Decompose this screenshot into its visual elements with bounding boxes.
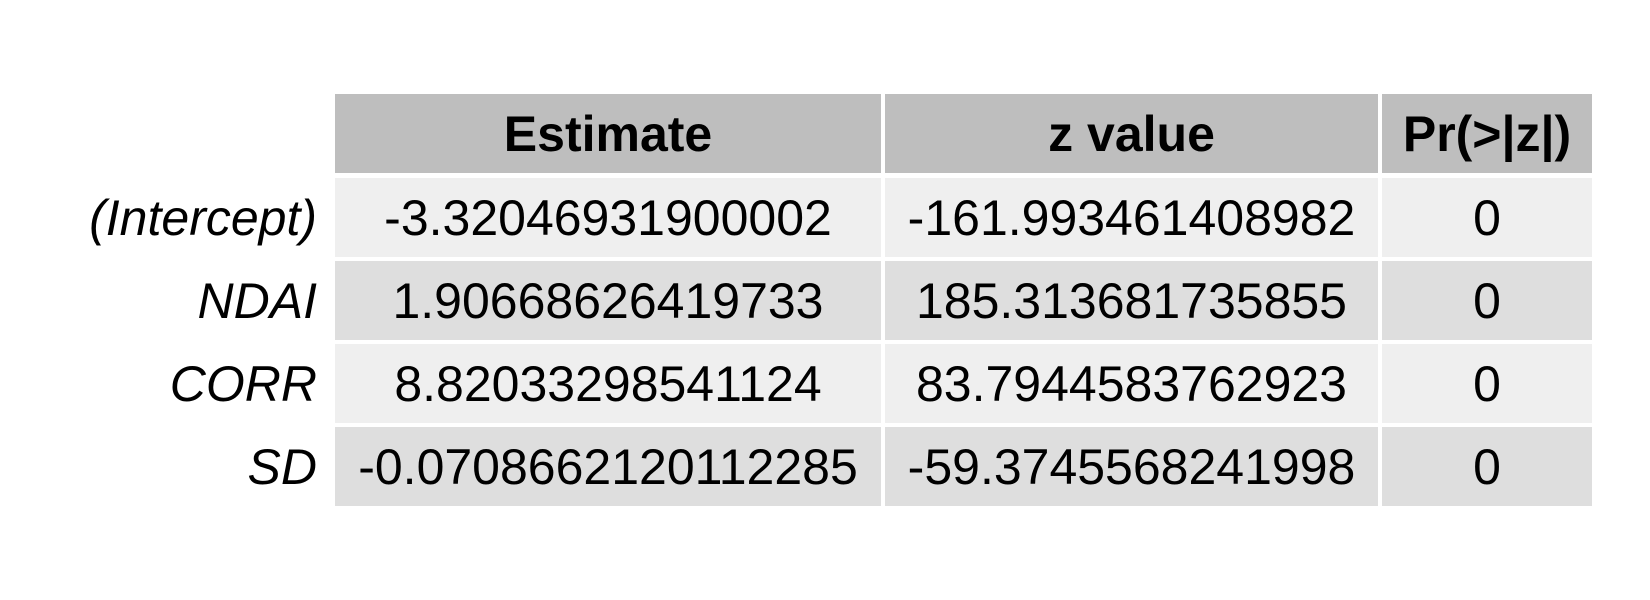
table-cell: 0 bbox=[1382, 344, 1592, 423]
table-cell: 185.313681735855 bbox=[885, 261, 1378, 340]
row-label: NDAI bbox=[197, 272, 317, 329]
table-cell: -3.32046931900002 bbox=[335, 178, 881, 257]
table-cell: 0 bbox=[1382, 427, 1592, 506]
table-cell: 0 bbox=[1382, 178, 1592, 257]
table-cell: 0 bbox=[1382, 261, 1592, 340]
column-header: Pr(>|z|) bbox=[1382, 94, 1592, 173]
table-cell: 1.90668626419733 bbox=[335, 261, 881, 340]
table-cell: -59.3745568241998 bbox=[885, 427, 1378, 506]
row-label: CORR bbox=[169, 355, 317, 412]
column-header: Estimate bbox=[335, 94, 881, 173]
column-header: z value bbox=[885, 94, 1378, 173]
table-cell: -161.993461408982 bbox=[885, 178, 1378, 257]
row-label: SD bbox=[247, 438, 317, 495]
row-label: (Intercept) bbox=[89, 189, 317, 246]
table-cell: 8.82033298541124 bbox=[335, 344, 881, 423]
table-cell: 83.7944583762923 bbox=[885, 344, 1378, 423]
table-cell: -0.0708662120112285 bbox=[335, 427, 881, 506]
